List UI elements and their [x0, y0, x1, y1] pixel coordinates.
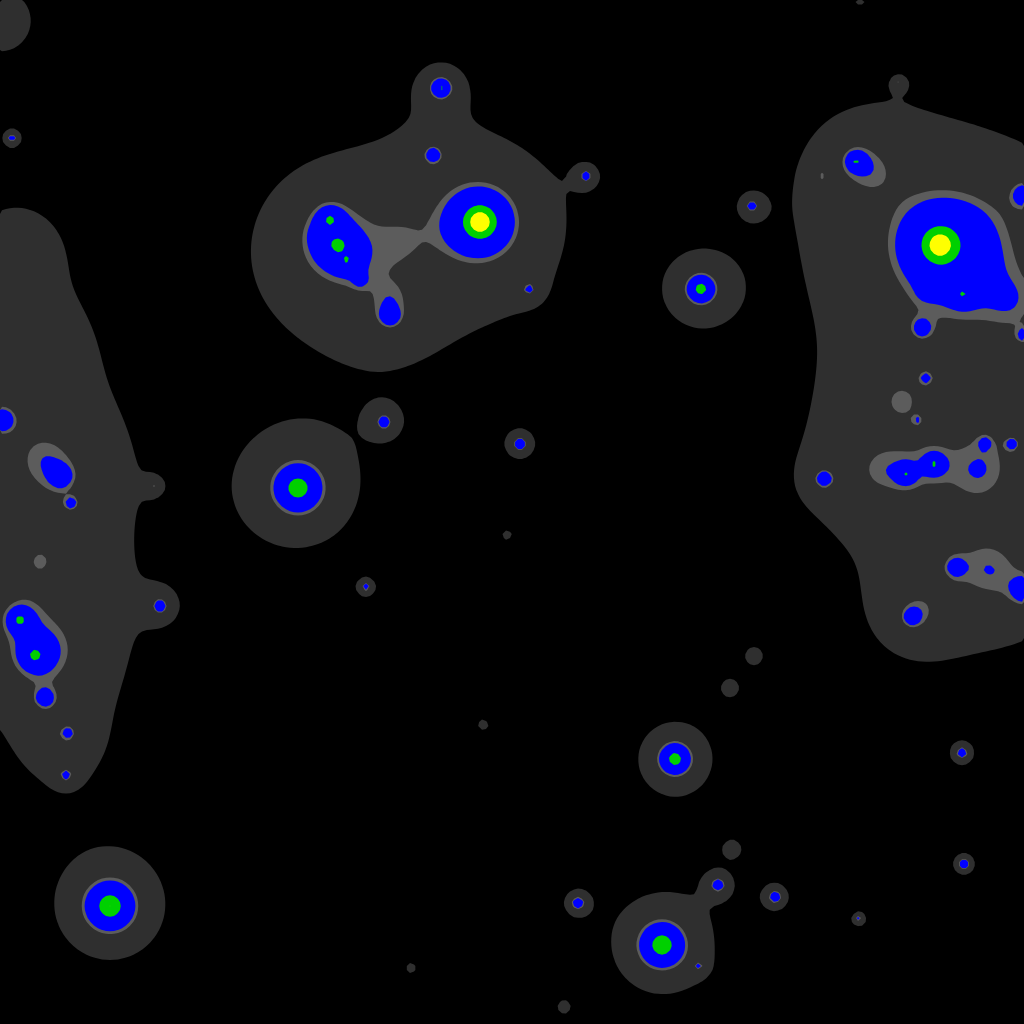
contour-level [0, 77, 1024, 971]
plot-area [0, 0, 1024, 1013]
contour-level [16, 86, 965, 955]
chart [0, 0, 1024, 1024]
background [0, 0, 1024, 1024]
contour-level [0, 78, 1024, 968]
contour-level [0, 0, 1024, 1013]
contour-level [110, 212, 951, 906]
